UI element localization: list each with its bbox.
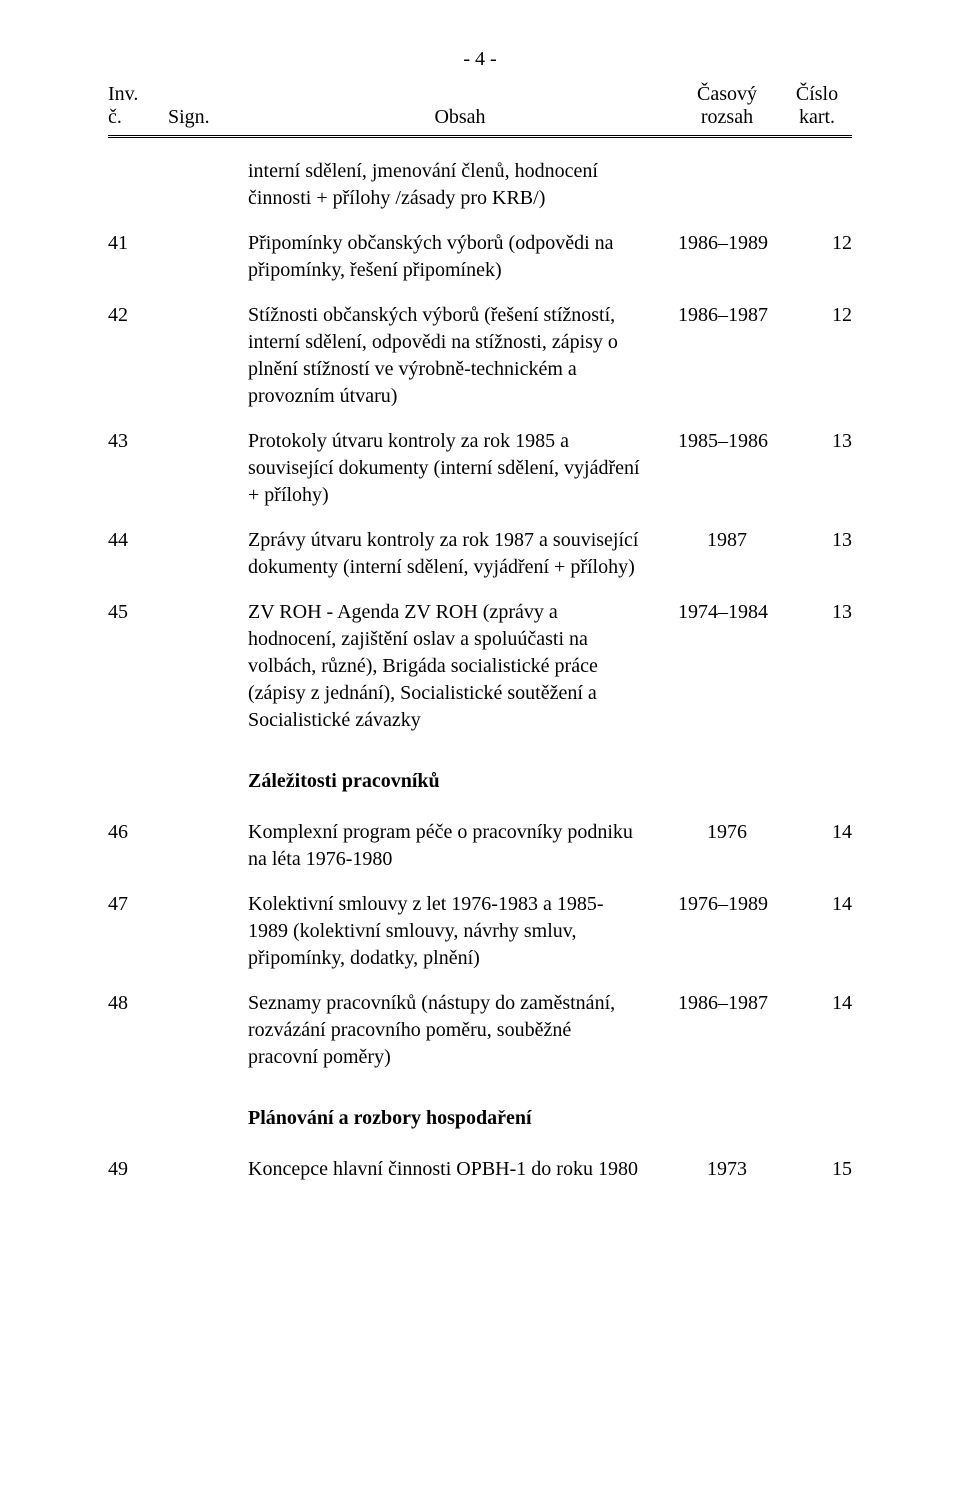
header-inv: Inv. č. — [108, 79, 168, 135]
row-date: 1986–1987 — [658, 990, 782, 1015]
intro-num — [108, 158, 168, 160]
row-desc: Stížnosti občanských výborů (řešení stíž… — [248, 302, 658, 410]
page-number: - 4 - — [108, 48, 852, 71]
section-title: Záležitosti pracovníků — [248, 768, 658, 795]
row-kart: 12 — [782, 230, 852, 255]
section-heading-row: Plánování a rozbory hospodaření — [108, 1105, 852, 1132]
row-kart: 14 — [782, 891, 852, 916]
row-num: 45 — [108, 599, 168, 624]
row-desc: Komplexní program péče o pracovníky podn… — [248, 819, 672, 873]
row-desc: Zprávy útvaru kontroly za rok 1987 a sou… — [248, 527, 672, 581]
row-desc: Protokoly útvaru kontroly za rok 1985 a … — [248, 428, 658, 509]
row-desc: Koncepce hlavní činnosti OPBH-1 do roku … — [248, 1156, 672, 1183]
row-kart: 13 — [782, 599, 852, 624]
section-kart — [782, 1105, 852, 1107]
intro-desc: interní sdělení, jmenování členů, hodnoc… — [248, 158, 658, 212]
header-casovy: Časový rozsah — [672, 79, 782, 135]
intro-row: interní sdělení, jmenování členů, hodnoc… — [108, 158, 852, 212]
section-heading-row: Záležitosti pracovníků — [108, 768, 852, 795]
section-kart — [782, 768, 852, 770]
row-desc: Kolektivní smlouvy z let 1976-1983 a 198… — [248, 891, 658, 972]
header-cas-l2: rozsah — [701, 106, 753, 128]
row-date: 1976–1989 — [658, 891, 782, 916]
row-date: 1985–1986 — [658, 428, 782, 453]
row-date: 1973 — [672, 1156, 782, 1181]
intro-kart — [782, 158, 852, 160]
section-date — [658, 768, 782, 770]
rows-container: interní sdělení, jmenování členů, hodnoc… — [108, 158, 852, 1183]
header-rule — [108, 135, 852, 138]
table-row: 46 Komplexní program péče o pracovníky p… — [108, 819, 852, 873]
row-date: 1976 — [672, 819, 782, 844]
header-cislo: Číslo kart. — [782, 79, 852, 135]
row-kart: 14 — [782, 990, 852, 1015]
header-cis-l2: kart. — [799, 106, 835, 128]
row-kart: 13 — [782, 527, 852, 552]
table-row: 47 Kolektivní smlouvy z let 1976-1983 a … — [108, 891, 852, 972]
row-kart: 14 — [782, 819, 852, 844]
table-row: 42 Stížnosti občanských výborů (řešení s… — [108, 302, 852, 410]
row-desc: Seznamy pracovníků (nástupy do zaměstnán… — [248, 990, 658, 1071]
section-date — [658, 1105, 782, 1107]
row-num: 48 — [108, 990, 168, 1015]
row-date: 1986–1987 — [658, 302, 782, 327]
row-num: 42 — [108, 302, 168, 327]
table-row: 45 ZV ROH - Agenda ZV ROH (zprávy a hodn… — [108, 599, 852, 734]
row-date: 1986–1989 — [658, 230, 782, 255]
header-cis-l1: Číslo — [796, 83, 838, 105]
section-num — [108, 768, 168, 770]
table-row: 41 Připomínky občanských výborů (odpověd… — [108, 230, 852, 284]
page: - 4 - Inv. č. Sign. Obsah Časový rozsah … — [0, 0, 960, 1488]
row-desc: Připomínky občanských výborů (odpovědi n… — [248, 230, 658, 284]
header-inv-l2: č. — [108, 106, 122, 128]
row-kart: 13 — [782, 428, 852, 453]
section-title: Plánování a rozbory hospodaření — [248, 1105, 658, 1132]
row-desc: ZV ROH - Agenda ZV ROH (zprávy a hodnoce… — [248, 599, 658, 734]
row-num: 41 — [108, 230, 168, 255]
row-num: 49 — [108, 1156, 168, 1181]
row-num: 44 — [108, 527, 168, 552]
row-kart: 15 — [782, 1156, 852, 1181]
header-sign: Sign. — [168, 79, 248, 135]
section-num — [108, 1105, 168, 1107]
header-obsah: Obsah — [248, 79, 672, 135]
table-row: 44 Zprávy útvaru kontroly za rok 1987 a … — [108, 527, 852, 581]
row-num: 47 — [108, 891, 168, 916]
intro-date — [658, 158, 782, 160]
header-cas-l1: Časový — [697, 83, 757, 105]
row-num: 46 — [108, 819, 168, 844]
table-row: 49 Koncepce hlavní činnosti OPBH-1 do ro… — [108, 1156, 852, 1183]
row-kart: 12 — [782, 302, 852, 327]
row-num: 43 — [108, 428, 168, 453]
row-date: 1987 — [672, 527, 782, 552]
table-row: 43 Protokoly útvaru kontroly za rok 1985… — [108, 428, 852, 509]
column-header: Inv. č. Sign. Obsah Časový rozsah Číslo … — [108, 79, 852, 135]
header-inv-l1: Inv. — [108, 83, 138, 105]
table-row: 48 Seznamy pracovníků (nástupy do zaměst… — [108, 990, 852, 1071]
row-date: 1974–1984 — [658, 599, 782, 624]
